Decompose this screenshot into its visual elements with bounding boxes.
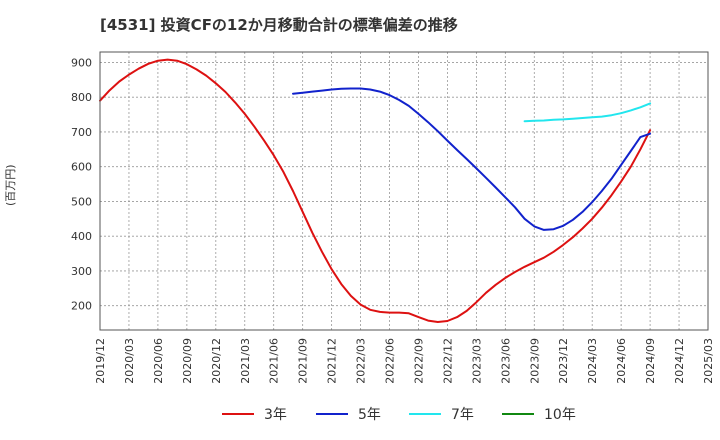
x-tick-label: 2022/06 (384, 338, 397, 384)
x-tick-label: 2022/03 (355, 338, 368, 384)
x-tick-label: 2023/03 (470, 338, 483, 384)
x-tick-label: 2023/06 (499, 338, 512, 384)
x-tick-label: 2019/12 (94, 338, 107, 384)
x-tick-label: 2024/03 (586, 338, 599, 384)
series-line (292, 87, 652, 231)
legend-label: 10年 (544, 407, 576, 423)
grid-lines (99, 52, 709, 330)
series-line (523, 102, 652, 123)
x-tick-label: 2024/12 (673, 338, 686, 384)
x-tick-label: 2024/09 (644, 338, 657, 384)
y-tick-label: 600 (71, 161, 92, 174)
y-tick-label: 200 (71, 300, 92, 313)
series-line (99, 58, 652, 323)
legend: 3年 5年 7年 10年 (222, 407, 576, 423)
x-tick-label: 2023/09 (528, 338, 541, 384)
legend-label: 7年 (451, 407, 474, 423)
x-tick-label: 2020/03 (123, 338, 136, 384)
x-tick-label: 2021/09 (297, 338, 310, 384)
legend-label: 5年 (358, 407, 381, 423)
x-tick-label: 2023/12 (557, 338, 570, 384)
y-tick-label: 800 (71, 91, 92, 104)
y-tick-label: 900 (71, 56, 92, 69)
x-axis-ticks: 2019/12 2020/03 2020/06 2020/09 2020/12 2021/… (94, 338, 715, 384)
series-lines (99, 58, 652, 323)
x-tick-label: 2022/09 (412, 338, 425, 384)
y-axis-ticks: 200 300 400 500 600 700 800 900 (71, 56, 92, 312)
x-tick-label: 2025/03 (702, 338, 715, 384)
x-tick-label: 2021/03 (239, 338, 252, 384)
y-tick-label: 500 (71, 195, 92, 208)
x-tick-label: 2021/06 (268, 338, 281, 384)
y-tick-label: 400 (71, 230, 92, 243)
x-tick-label: 2021/12 (326, 338, 339, 384)
x-tick-label: 2022/12 (441, 338, 454, 384)
x-tick-label: 2020/12 (210, 338, 223, 384)
y-tick-label: 700 (71, 126, 92, 139)
y-tick-label: 300 (71, 265, 92, 278)
plot-frame (99, 51, 709, 331)
chart-title: [4531] 投資CFの12か月移動合計の標準偏差の推移 (100, 16, 458, 34)
legend-label: 3年 (264, 407, 287, 423)
x-tick-label: 2024/06 (615, 338, 628, 384)
x-tick-label: 2020/06 (152, 338, 165, 384)
x-tick-label: 2020/09 (181, 338, 194, 384)
